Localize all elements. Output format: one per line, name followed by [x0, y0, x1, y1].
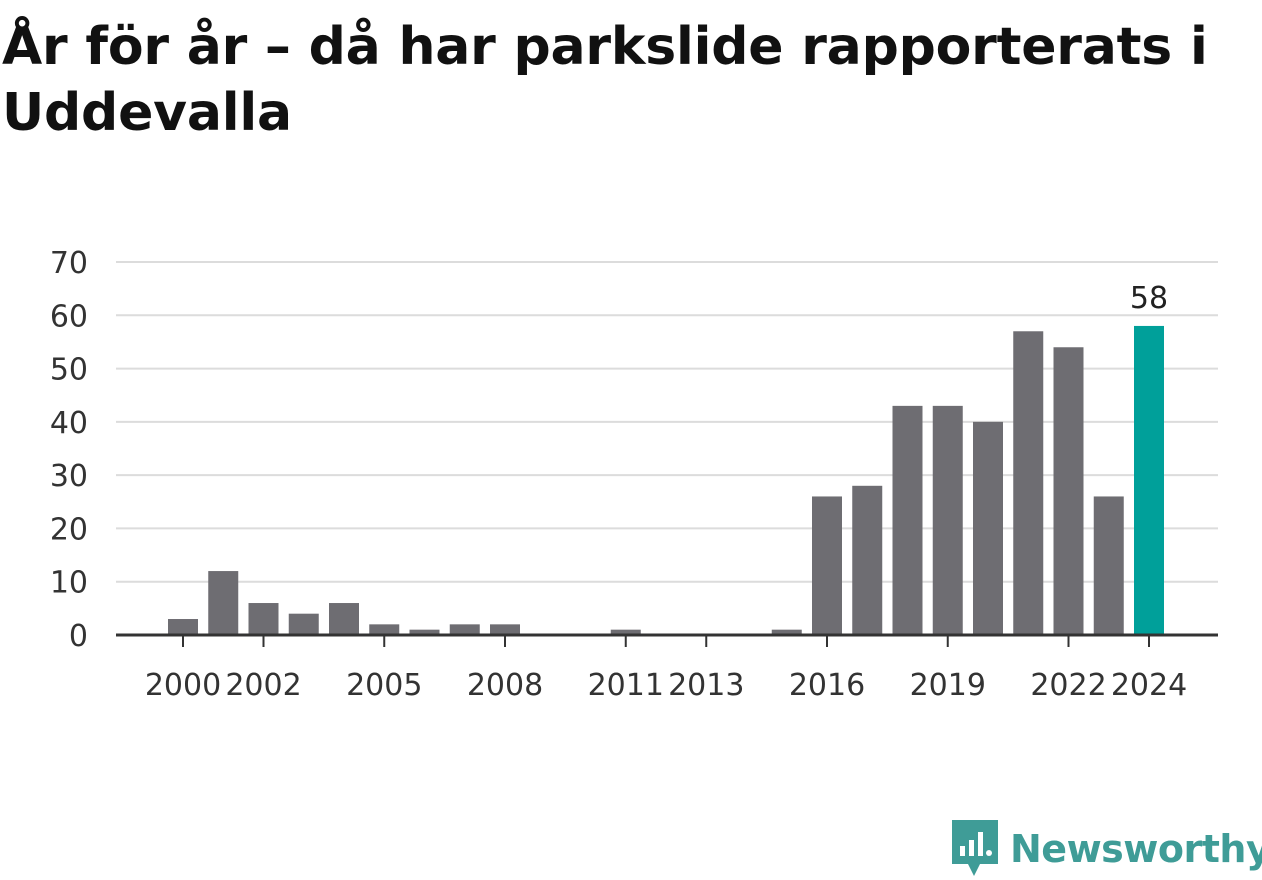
bar-2022 — [1053, 347, 1084, 635]
y-tick-label: 20 — [50, 512, 88, 547]
bars — [168, 325, 1164, 635]
y-tick-label: 10 — [50, 566, 88, 601]
x-tick-label: 2013 — [668, 668, 744, 703]
highlight-bar-2024 — [1134, 325, 1164, 635]
bar-2023 — [1093, 496, 1124, 635]
y-tick-label: 50 — [50, 353, 88, 388]
y-tick-label: 60 — [50, 299, 88, 334]
x-tick-label: 2016 — [789, 668, 865, 703]
bar-2002 — [248, 603, 279, 635]
bar-2000 — [168, 619, 198, 635]
bar-2007 — [449, 624, 480, 635]
bar-2015 — [771, 629, 802, 635]
newsworthy-logo-icon — [952, 820, 998, 876]
bar-2003 — [288, 613, 319, 635]
brand-logo: Newsworthy — [950, 818, 1262, 880]
bar-2008 — [490, 624, 520, 635]
bar-2021 — [1013, 331, 1044, 635]
y-tick-label: 40 — [50, 406, 88, 441]
x-tick-label: 2011 — [588, 668, 664, 703]
bar-2018 — [892, 405, 923, 635]
x-tick-label: 2024 — [1111, 668, 1187, 703]
bar-2011 — [610, 629, 641, 635]
bar-2016 — [812, 496, 842, 635]
bar-2005 — [369, 624, 400, 635]
x-tick-label: 2000 — [145, 668, 221, 703]
bar-2020 — [973, 421, 1003, 635]
x-tick-label: 2005 — [346, 668, 422, 703]
gridlines — [116, 261, 1218, 583]
x-tick-label: 2002 — [225, 668, 301, 703]
y-tick-label: 70 — [50, 246, 88, 281]
x-tick-label: 2022 — [1030, 668, 1106, 703]
x-tick-label: 2019 — [910, 668, 986, 703]
x-axis: 2000 2002 2005 2008 2011 2013 2016 2019 2022 2024 — [145, 635, 1187, 703]
bar-2017 — [852, 485, 883, 635]
bar-2019 — [932, 405, 963, 635]
data-label-2024: 58 — [1130, 281, 1168, 316]
chart-title: År för år – då har parkslide rapporterat… — [2, 17, 1208, 143]
bar-2006 — [409, 629, 440, 635]
y-tick-label: 30 — [50, 459, 88, 494]
bar-2004 — [329, 603, 359, 635]
y-tick-label: 0 — [69, 619, 88, 654]
bar-2001 — [208, 571, 239, 635]
brand-name: Newsworthy — [1010, 827, 1262, 871]
data-labels: 58 — [1130, 281, 1168, 316]
x-tick-label: 2008 — [467, 668, 543, 703]
y-axis: 0 10 20 30 40 50 60 70 — [50, 246, 88, 654]
